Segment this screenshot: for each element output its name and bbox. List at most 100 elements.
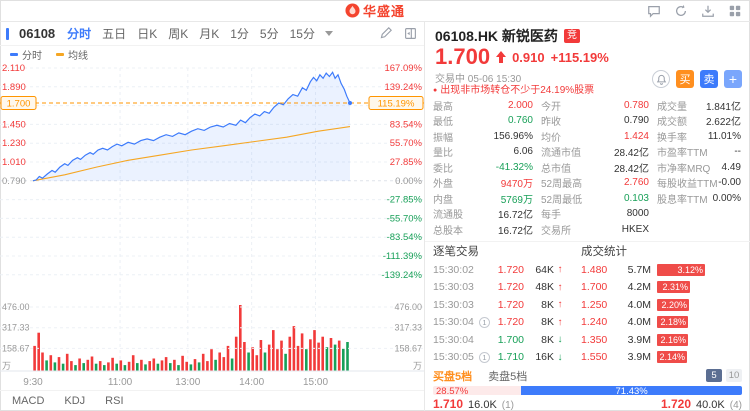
refresh-icon[interactable] [673,3,688,18]
legend-item[interactable]: 分时 [10,47,42,62]
stats-title[interactable]: 成交统计 [581,246,627,258]
field-value: 2.622亿 [705,117,741,129]
toggle-level-10[interactable]: 10 [726,369,742,382]
message-icon[interactable] [646,3,661,18]
intraday-chart[interactable]: 2.110 1.890 1.450 1.230 1.010 0.790 167.09% 139… [0,61,424,377]
time-tick: 11:00 [107,377,133,388]
indicator-tab-kdj[interactable]: KDJ [64,395,86,407]
add-watchlist-button[interactable]: + [724,70,742,88]
field-label: 成交量 [657,101,687,113]
quote-grid-cell: 振幅 156.96% [433,129,533,144]
stats-list: 1.480 5.7M 3.12% 1.700 4.2M 2.31% 1.250 4.0M 2.2… [581,261,742,366]
svg-text:83.54%: 83.54% [390,119,423,130]
news-alert[interactable]: ● 出现非市场转仓不少于24.19%股票 [433,85,595,95]
legend-swatch-icon [10,52,18,56]
field-value: -- [734,146,741,158]
period-tab-日K[interactable]: 日K [137,27,158,41]
field-label: 流通市值 [541,148,581,160]
sell-button[interactable]: 卖 [700,70,718,88]
legend-item[interactable]: 均线 [56,47,88,62]
indicator-tab-macd[interactable]: MACD [12,395,45,407]
bid-ratio-segment: 28.57% [433,386,522,395]
field-value: 5769万 [500,194,533,206]
svg-text:-55.70%: -55.70% [387,213,423,224]
tick-marker-icon: 1 [479,316,490,328]
quote-grid-cell: 总股本 16.72亿 [433,222,533,237]
bid-level1: 1.710 16.0K (1) [433,397,515,411]
svg-text:158.67: 158.67 [2,343,30,353]
svg-text:万: 万 [2,361,11,371]
field-value: 0.790 [623,115,649,127]
svg-text:167.09%: 167.09% [384,63,422,74]
tick-price: 1.720 [497,263,524,276]
svg-text:万: 万 [413,361,422,371]
quote-grid-cell: 成交量 1.841亿 [649,98,741,113]
svg-text:1.230: 1.230 [2,138,26,149]
quote-grid-cell: 52周最高 2.760 [533,175,649,190]
quote-grid-cell: 最低 0.760 [433,113,533,128]
svg-text:1.700: 1.700 [7,99,31,110]
tick-list-title[interactable]: 逐笔交易 [433,246,479,258]
svg-text:139.24%: 139.24% [384,82,422,93]
stat-volume: 4.2M [627,281,651,294]
trading-status: 交易中 05-06 15:30 [435,74,522,85]
stock-name-title: 06108.HK 新锐医药 [435,27,558,44]
up-arrow-icon: ↑ [557,316,563,328]
period-tab-五日[interactable]: 五日 [102,27,127,41]
period-tab-5分[interactable]: 5分 [259,27,279,41]
quote-grid-row: 量比 6.06 流通市值 28.42亿 市盈率TTM -- [433,144,742,160]
chart-layout-icon[interactable] [403,26,418,41]
field-value: -41.32% [495,161,533,173]
down-arrow-icon: ↓ [557,334,563,346]
level1-row[interactable]: 1.710 16.0K (1) 1.720 40.0K (4) [425,395,750,411]
quote-grid-cell: 内盘 5769万 [433,191,533,206]
field-value: 28.42亿 [613,163,649,175]
tick-row: 15:30:02 1.720 64K ↑ [433,261,581,279]
quote-header: 06108.HK 新锐医药 竞 [425,22,750,44]
tick-row: 15:30:03 1.720 8K ↑ [433,296,581,314]
stat-volume-bar: 2.20% [657,298,689,311]
toggle-level-5[interactable]: 5 [706,369,722,382]
period-tab-1分[interactable]: 1分 [230,27,249,41]
stat-volume-bar: 3.12% [657,263,705,276]
field-label: 52周最低 [541,194,583,206]
svg-text:27.85%: 27.85% [390,157,423,168]
alert-bell-icon[interactable] [652,70,670,88]
menu-icon[interactable] [727,3,742,18]
tick-marker-icon [479,334,490,345]
period-tab-月K[interactable]: 月K [199,27,220,41]
chevron-down-icon[interactable] [324,31,333,36]
stat-row: 1.480 5.7M 3.12% [581,261,742,279]
period-tab-15分[interactable]: 15分 [289,27,315,41]
quote-grid-row: 流通股 16.72亿 每手 8000 [433,206,742,222]
tick-price: 1.720 [497,281,524,294]
auction-badge: 竞 [563,28,580,43]
field-label: 市盈率TTM [657,148,708,160]
download-icon[interactable] [700,3,715,18]
alert-dot-icon: ● [433,87,438,94]
stat-volume: 4.0M [627,298,651,311]
field-value: 0.760 [507,115,533,127]
chart-toolbar: 06108 分时 五日 日K 周K 月K 1分 5分 15分 [0,22,424,46]
draw-pencil-icon[interactable] [378,26,393,41]
buy-button[interactable]: 买 [676,70,694,88]
tick-price: 1.720 [497,316,524,329]
field-value: 2.000 [507,99,533,111]
period-tab-周K[interactable]: 周K [168,27,189,41]
up-arrow-icon: ↑ [557,299,563,311]
tab-bid-5-levels[interactable]: 买盘5档 [433,370,473,383]
quote-grid-cell: 成交额 2.622亿 [649,113,741,128]
period-tab-分时[interactable]: 分时 [67,27,92,41]
tab-ask-5-levels[interactable]: 卖盘5档 [488,370,528,383]
field-value: 0.103 [623,192,649,204]
indicator-tab-rsi[interactable]: RSI [105,395,124,407]
tick-time: 15:30:03 [433,281,474,294]
app-title: 华盛通 [362,4,405,19]
tick-time: 15:30:04 [433,333,474,346]
legend-label: 均线 [68,50,88,62]
quote-action-icons: 买 卖 + [652,70,742,88]
field-label: 流通股 [433,210,463,222]
depth-tabs: 买盘5档 卖盘5档 5 10 [425,366,750,383]
quote-grid-cell: 最高 2.000 [433,98,533,113]
time-axis: 9:30 11:00 13:00 14:00 15:00 [0,377,424,390]
